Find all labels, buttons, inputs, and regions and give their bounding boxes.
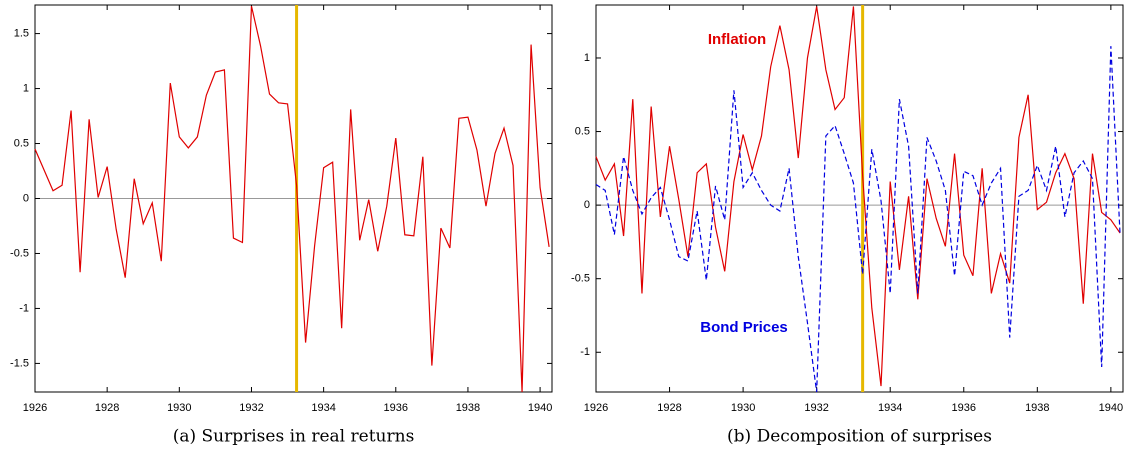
y-tick-label: 1.5 <box>14 27 29 39</box>
series-line <box>595 46 1121 393</box>
y-tick-label: 0.5 <box>575 125 590 137</box>
series-label: Bond Prices <box>700 319 788 336</box>
x-tick-label: 1934 <box>311 402 335 414</box>
y-tick-label: 0 <box>584 199 590 211</box>
x-tick-label: 1932 <box>804 402 828 414</box>
caption: (b) Decomposition of surprises <box>727 427 992 447</box>
y-tick-label: 0 <box>23 192 29 204</box>
y-tick-label: -1 <box>19 302 29 314</box>
x-tick-label: 1938 <box>456 402 480 414</box>
x-tick-label: 1936 <box>952 402 976 414</box>
plot-frame <box>595 4 1124 393</box>
x-tick-label: 1940 <box>528 402 552 414</box>
x-tick-label: 1934 <box>878 402 902 414</box>
x-tick-label: 1936 <box>384 402 408 414</box>
caption: (a) Surprises in real returns <box>173 427 415 447</box>
x-tick-label: 1930 <box>167 402 191 414</box>
y-tick-label: 0.5 <box>14 137 29 149</box>
series-line <box>595 6 1121 387</box>
y-tick-label: -0.5 <box>10 247 29 259</box>
x-tick-label: 1928 <box>657 402 681 414</box>
y-tick-label: 1 <box>584 52 590 64</box>
x-tick-label: 1926 <box>23 402 47 414</box>
y-tick-label: -0.5 <box>571 273 590 285</box>
x-tick-label: 1938 <box>1025 402 1049 414</box>
series-label: Inflation <box>708 31 766 48</box>
y-tick-label: -1.5 <box>10 357 29 369</box>
x-tick-label: 1930 <box>731 402 755 414</box>
x-tick-label: 1940 <box>1099 402 1123 414</box>
y-tick-label: 1 <box>23 82 29 94</box>
x-tick-label: 1926 <box>584 402 608 414</box>
series-line <box>34 5 550 393</box>
x-tick-label: 1932 <box>239 402 263 414</box>
y-tick-label: -1 <box>580 346 590 358</box>
x-tick-label: 1928 <box>95 402 119 414</box>
